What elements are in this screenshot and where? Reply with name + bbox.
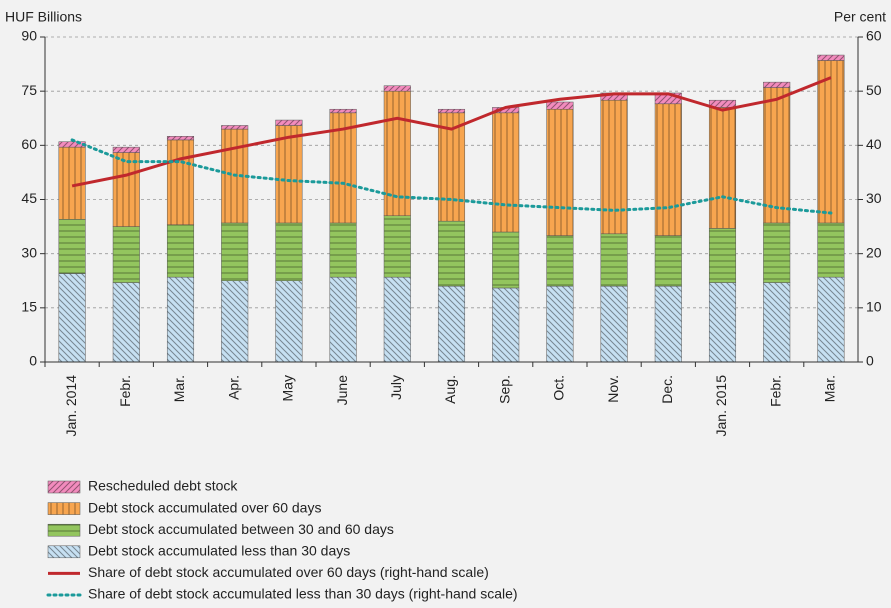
bar-segment (817, 60, 845, 224)
bar-segment (166, 224, 195, 278)
y2-tick-label: 0 (866, 353, 874, 369)
legend-label: Debt stock accumulated over 60 days (88, 499, 321, 515)
bar-segment (546, 108, 574, 236)
bar-segment (600, 99, 628, 235)
line-series (71, 76, 832, 188)
bar-segment (437, 112, 466, 222)
bar-segment (492, 231, 520, 289)
bar-segment (763, 81, 791, 88)
bar-segment (437, 220, 466, 287)
x-tick-label: Febr. (767, 375, 783, 407)
bar-segment (437, 108, 466, 114)
bar-segment (58, 273, 86, 363)
bar-segment (221, 280, 249, 363)
y-tick-label: 60 (21, 136, 37, 152)
bar-segment (112, 146, 140, 153)
bar-segment (383, 85, 411, 92)
bar-segment (492, 112, 520, 233)
y-tick-label: 15 (21, 299, 37, 315)
x-tick-label: Mar. (171, 375, 187, 402)
bar-segment (383, 215, 411, 278)
y-tick-label: 45 (21, 190, 37, 206)
bar-segment (817, 54, 845, 61)
bar-segment (275, 125, 303, 224)
bar-segment (383, 276, 411, 363)
legend-label: Share of debt stock accumulated less tha… (88, 586, 518, 602)
bar-segment (166, 136, 195, 141)
bar-segment (58, 219, 86, 274)
bar-segment (275, 280, 303, 363)
bar-segment (437, 285, 466, 363)
y2-tick-label: 30 (866, 190, 882, 206)
bar-segment (275, 222, 303, 282)
line-series (70, 138, 833, 215)
legend-label: Debt stock accumulated between 30 and 60… (88, 521, 394, 537)
legend-swatch (47, 502, 81, 515)
bar-segment (166, 276, 195, 363)
bar-segment (817, 276, 845, 363)
bar-segment (166, 139, 195, 226)
bar-segment (546, 101, 574, 110)
x-tick-label: Jan. 2015 (713, 375, 729, 437)
y2-tick-label: 40 (866, 136, 882, 152)
x-tick-label: Aug. (442, 375, 458, 404)
bar-segment (275, 119, 303, 126)
bar-segment (708, 228, 737, 283)
y2-tick-label: 20 (866, 244, 882, 260)
y2-tick-label: 60 (866, 28, 882, 44)
x-tick-label: Oct. (551, 375, 567, 401)
legend-label: Rescheduled debt stock (88, 478, 238, 494)
bar-segment (654, 103, 682, 236)
bar-segment (221, 222, 249, 282)
bar-segment (492, 287, 520, 363)
legend-swatch (47, 545, 81, 559)
x-tick-label: Sep. (496, 375, 512, 404)
x-tick-label: July (388, 375, 404, 400)
legend-swatch (47, 480, 81, 494)
legend-label: Share of debt stock accumulated over 60 … (88, 564, 489, 580)
y-tick-label: 90 (21, 28, 37, 44)
bar-segment (112, 226, 140, 283)
bar-segment (329, 222, 357, 278)
legend-label: Debt stock accumulated less than 30 days (88, 543, 350, 559)
bar-segment (763, 87, 791, 224)
x-tick-label: Jan. 2014 (63, 375, 79, 437)
bar-segment (708, 99, 737, 108)
legend-swatch (47, 523, 81, 537)
x-tick-label: Nov. (605, 375, 621, 403)
y2-axis-label: Per cent (834, 9, 886, 25)
x-tick-label: Febr. (117, 375, 133, 407)
bar-segment (600, 285, 628, 363)
bar-segment (329, 276, 357, 363)
bar-segment (600, 233, 628, 287)
bar-segment (763, 222, 791, 283)
y2-tick-label: 10 (866, 299, 882, 315)
y-axis-label: HUF Billions (5, 9, 82, 25)
bar-segment (654, 285, 682, 363)
bar-segment (546, 285, 574, 363)
bar-segment (58, 141, 86, 148)
x-tick-label: Apr. (225, 375, 241, 400)
bar-segment (708, 282, 737, 363)
bar-segment (112, 152, 140, 227)
y-tick-label: 0 (29, 353, 37, 369)
y-tick-label: 75 (21, 82, 37, 98)
bar-segment (546, 235, 574, 287)
x-tick-label: May (280, 375, 296, 401)
bar-segment (763, 282, 791, 363)
bar-segment (817, 222, 845, 278)
y-tick-label: 30 (21, 244, 37, 260)
x-tick-label: Mar. (822, 375, 838, 402)
x-tick-label: Dec. (659, 375, 675, 404)
bar-segment (329, 108, 357, 114)
bar-segment (654, 235, 682, 287)
bar-segment (221, 125, 249, 130)
bar-segment (112, 282, 140, 363)
x-tick-label: June (334, 375, 350, 406)
y2-tick-label: 50 (866, 82, 882, 98)
bar-segment (708, 107, 737, 229)
